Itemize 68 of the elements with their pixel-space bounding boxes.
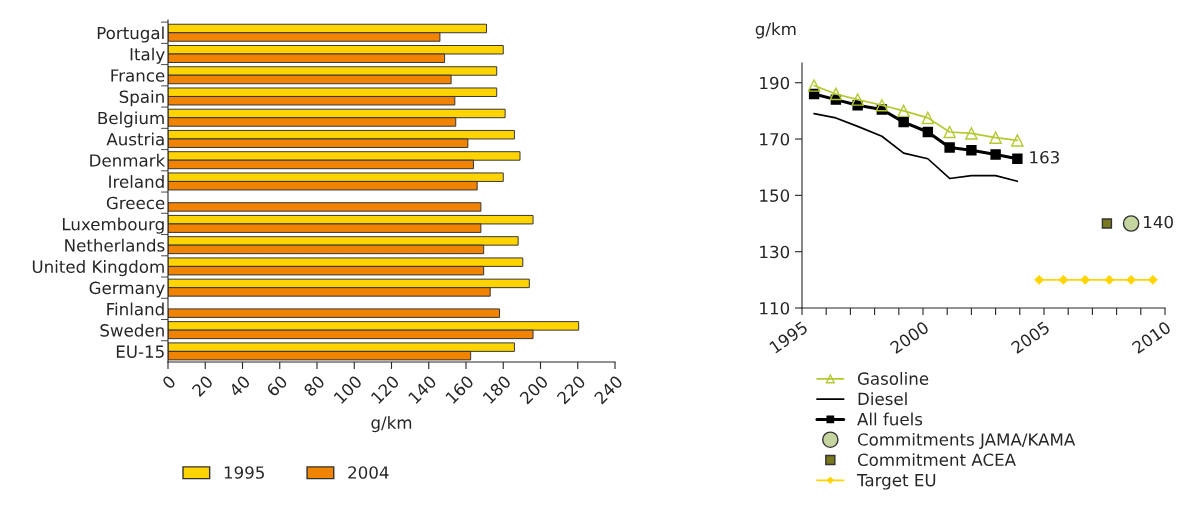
y-tick-label: Finland bbox=[107, 302, 164, 316]
y-axis-title: g/km bbox=[755, 22, 796, 39]
point bbox=[807, 79, 821, 92]
point bbox=[965, 127, 978, 140]
point bbox=[1058, 275, 1068, 285]
x-tick-label: 40 bbox=[228, 374, 251, 398]
point bbox=[897, 104, 910, 118]
legend-label: Commitments JAMA/KAMA bbox=[857, 432, 1076, 449]
point bbox=[943, 125, 956, 139]
point bbox=[1122, 215, 1140, 232]
legend-label: Commitment ACEA bbox=[857, 453, 1016, 467]
point bbox=[921, 111, 935, 125]
y-tick-label: Spain bbox=[119, 90, 164, 107]
x-axis-title: g/km bbox=[371, 416, 412, 433]
y-tick-label: 150 bbox=[760, 189, 790, 202]
x-tick-label: 120 bbox=[370, 374, 400, 405]
data-label: 163 bbox=[1030, 150, 1059, 164]
point bbox=[851, 93, 864, 106]
point bbox=[1101, 218, 1113, 229]
legend-label: 1995 bbox=[224, 466, 264, 479]
point bbox=[944, 142, 955, 153]
point bbox=[1104, 275, 1114, 285]
point bbox=[922, 126, 934, 138]
y-tick-label: Portugal bbox=[97, 26, 164, 43]
y-tick-label: 170 bbox=[760, 133, 790, 146]
point bbox=[990, 149, 1001, 160]
y-tick-label: Luxembourg bbox=[62, 217, 164, 234]
y-tick-label: EU-15 bbox=[116, 345, 164, 358]
y-tick-label: Belgium bbox=[98, 111, 164, 128]
data-label: 140 bbox=[1144, 215, 1173, 229]
point bbox=[875, 98, 889, 112]
y-tick-label: 110 bbox=[760, 301, 790, 315]
x-tick-label: 80 bbox=[303, 374, 326, 398]
legend-label: All fuels bbox=[857, 412, 923, 426]
y-tick-label: Greece bbox=[106, 196, 165, 210]
point bbox=[1148, 275, 1158, 285]
y-tick-label: 190 bbox=[760, 76, 790, 90]
point bbox=[1011, 134, 1024, 147]
x-tick-label: 20 bbox=[191, 374, 214, 398]
legend-label: Gasoline bbox=[857, 372, 929, 385]
x-tick-label: 140 bbox=[407, 374, 438, 405]
point bbox=[1012, 153, 1023, 164]
y-tick-label: France bbox=[111, 69, 165, 82]
x-tick-label: 100 bbox=[333, 374, 363, 405]
point bbox=[1034, 275, 1044, 285]
point bbox=[966, 145, 977, 156]
point bbox=[1080, 275, 1090, 285]
point bbox=[989, 131, 1002, 144]
point bbox=[898, 116, 909, 128]
y-tick-label: United Kingdom bbox=[32, 260, 164, 277]
y-tick-label: Ireland bbox=[109, 175, 164, 189]
legend-label: Target EU bbox=[856, 474, 936, 490]
point bbox=[829, 87, 843, 101]
legend-label: 2004 bbox=[348, 466, 389, 479]
x-tick-label: 0 bbox=[161, 374, 177, 390]
x-tick-label: 160 bbox=[445, 374, 475, 405]
x-tick-label: 180 bbox=[482, 374, 512, 405]
y-tick-label: 130 bbox=[760, 245, 790, 259]
x-tick-label: 60 bbox=[265, 374, 289, 398]
y-tick-label: Austria bbox=[106, 132, 164, 146]
line-series bbox=[813, 112, 1019, 183]
point bbox=[1126, 275, 1136, 285]
y-tick-label: Italy bbox=[130, 47, 165, 64]
y-tick-label: Sweden bbox=[100, 323, 164, 337]
y-tick-label: Denmark bbox=[90, 153, 166, 167]
legend-label: Diesel bbox=[858, 392, 907, 406]
y-tick-label: Germany bbox=[89, 281, 165, 298]
y-tick-label: Netherlands bbox=[65, 238, 165, 252]
